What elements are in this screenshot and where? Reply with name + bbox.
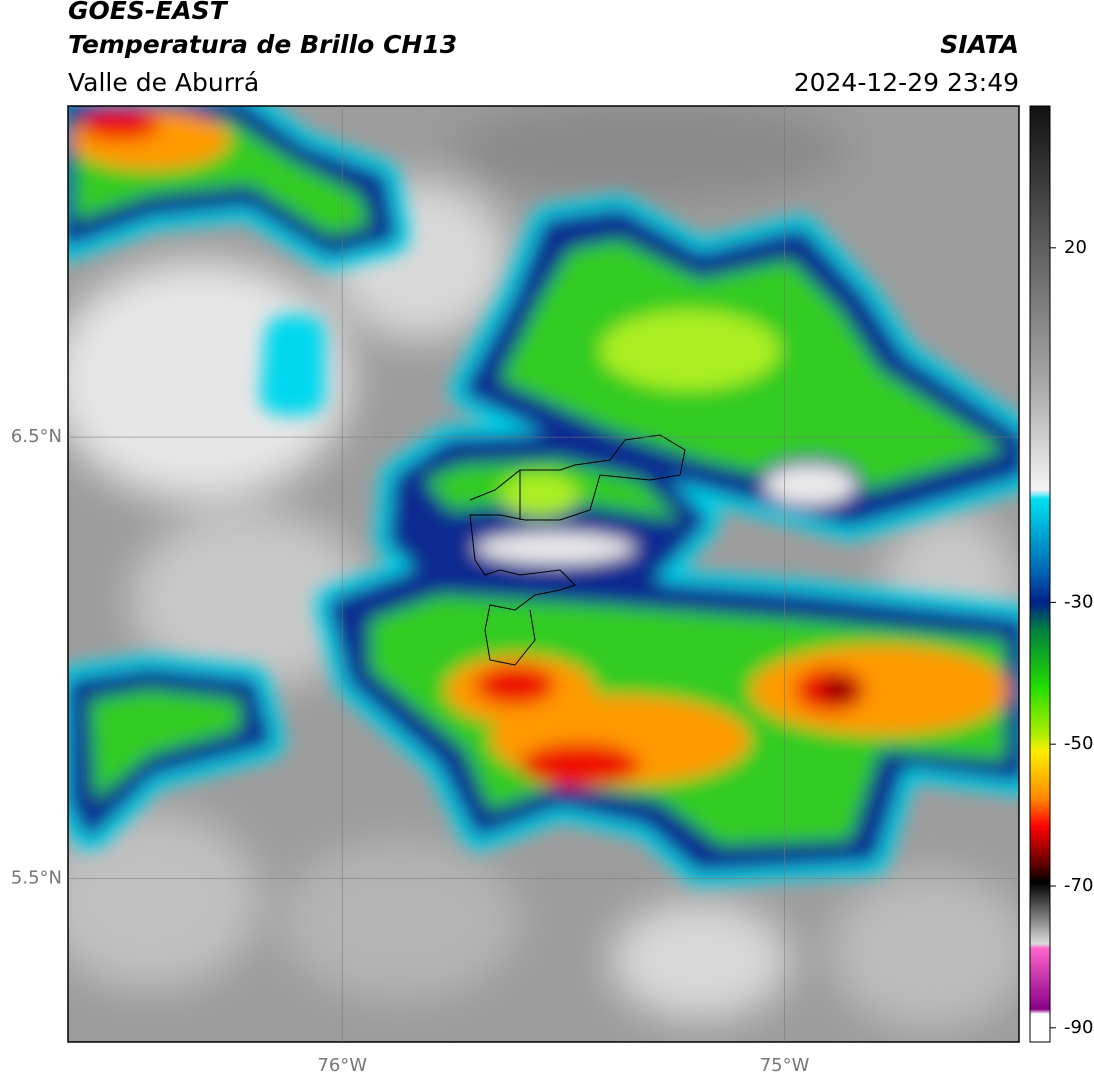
region: Valle de Aburrá: [68, 68, 259, 97]
colorbar-tick-label: 20: [1064, 237, 1087, 258]
satellite-image: [68, 106, 1019, 1042]
x-tick-label: 76°W: [317, 1055, 367, 1076]
title: GOES-EAST: [68, 0, 229, 25]
colorbar: [1029, 105, 1051, 1043]
colorbar-tick-label: -90: [1064, 1017, 1093, 1038]
x-tick-label: 75°W: [760, 1055, 810, 1076]
map-frame: [67, 105, 1020, 1043]
colorbar-tick-label: -50: [1064, 733, 1093, 754]
colorbar-tick-label: -70: [1064, 875, 1093, 896]
y-tick-label: 5.5°N: [11, 868, 62, 889]
colorbar-tick-label: -30: [1064, 591, 1093, 612]
timestamp: 2024-12-29 23:49: [794, 68, 1019, 97]
y-tick-label: 6.5°N: [11, 426, 62, 447]
subtitle: Temperatura de Brillo CH13: [68, 30, 457, 59]
source: SIATA: [940, 30, 1019, 59]
